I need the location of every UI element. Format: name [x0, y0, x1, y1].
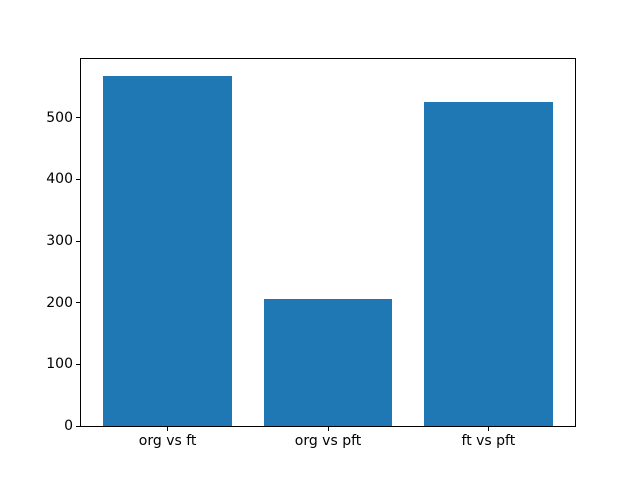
y-tick-mark	[76, 302, 80, 304]
x-tick-mark	[327, 427, 329, 431]
x-tick-label: org vs ft	[138, 433, 197, 449]
y-tick-mark	[76, 363, 80, 365]
y-tick-mark	[76, 178, 80, 180]
y-tick-label: 300	[46, 233, 73, 250]
y-tick-mark	[76, 117, 80, 119]
y-tick-mark	[76, 425, 80, 427]
y-tick-label: 100	[46, 356, 73, 373]
y-tick-label: 200	[46, 294, 73, 311]
bar-org-vs-pft	[263, 299, 393, 426]
y-tick-label: 500	[46, 109, 73, 126]
y-tick-mark	[76, 240, 80, 242]
bar-org-vs-ft	[103, 76, 232, 426]
plot-area: org vs ft org vs pft ft vs pft 0 100 200 300 40…	[46, 58, 576, 448]
x-tick-label: org vs pft	[294, 433, 362, 449]
y-tick-label: 400	[46, 171, 73, 188]
bar-ft-vs-pft	[424, 102, 553, 426]
x-tick-mark	[487, 427, 489, 431]
x-tick-label: ft vs pft	[461, 433, 516, 449]
x-tick-mark	[167, 427, 169, 431]
y-tick-label: 0	[64, 418, 73, 434]
